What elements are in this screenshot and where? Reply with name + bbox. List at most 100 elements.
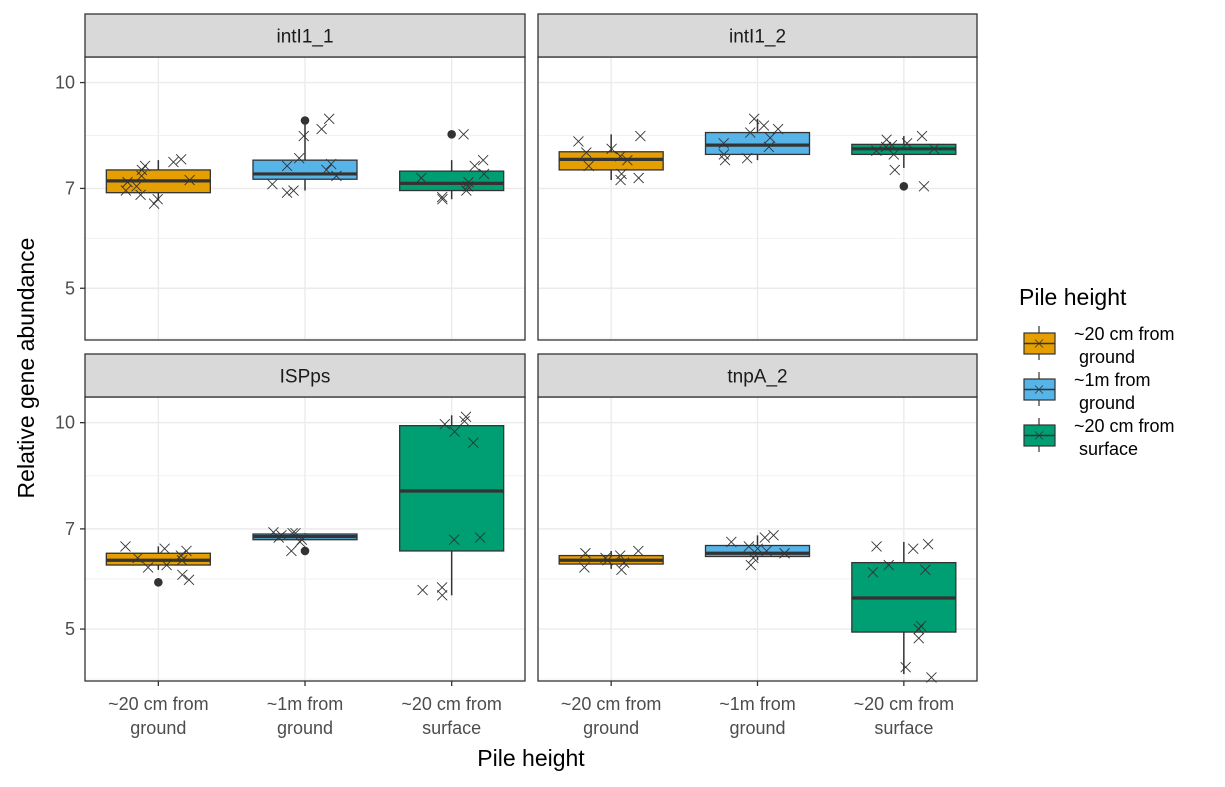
- box-body: [704, 544, 811, 558]
- jitter-point: [131, 180, 142, 192]
- jitter-point-stroke: [184, 174, 195, 186]
- jitter-point-stroke: [286, 545, 297, 557]
- jitter-point: [331, 170, 342, 182]
- outlier-point: [899, 182, 909, 191]
- jitter-point: [139, 160, 151, 172]
- jitter-point-stroke: [448, 534, 460, 546]
- jitter-point: [881, 134, 892, 145]
- jitter-point-stroke: [928, 143, 940, 155]
- jitter-point-stroke: [181, 545, 192, 557]
- x-tick-label-line: ~20 cm from: [561, 694, 662, 714]
- jitter-point: [913, 623, 925, 635]
- jitter-point-stroke: [177, 569, 188, 581]
- jitter-point-stroke: [889, 164, 901, 176]
- y-tick-label: 10: [55, 73, 75, 93]
- jitter-point-stroke: [764, 132, 776, 144]
- jitter-point: [614, 550, 626, 561]
- jitter-point-stroke: [763, 141, 775, 153]
- jitter-point-stroke: [477, 154, 489, 166]
- box-0: [558, 545, 664, 576]
- jitter-point-stroke: [758, 120, 770, 131]
- box-body: [399, 170, 505, 192]
- jitter-point-stroke: [436, 191, 448, 203]
- jitter-point-stroke: [752, 543, 764, 554]
- jitter-point: [436, 191, 448, 203]
- jitter-point-stroke: [449, 426, 460, 438]
- jitter-point-stroke: [907, 543, 919, 554]
- x-tick-label-line: ~20 cm from: [108, 694, 209, 714]
- jitter-point-stroke: [886, 139, 898, 151]
- strip-background: [84, 13, 526, 58]
- jitter-point: [142, 562, 154, 573]
- jitter-point-stroke: [779, 547, 790, 559]
- y-tick-label: 5: [65, 278, 75, 298]
- jitter-point-stroke: [290, 527, 301, 539]
- jitter-point: [759, 532, 771, 543]
- legend-label-line: ~20 cm from: [1074, 324, 1175, 344]
- jitter-point-stroke: [920, 564, 931, 576]
- jitter-point-stroke: [748, 552, 759, 564]
- jitter-point-stroke: [132, 552, 143, 564]
- jitter-point: [579, 562, 590, 573]
- jitter-point-stroke: [616, 564, 627, 576]
- jitter-point: [748, 552, 759, 564]
- y-axis-title: Relative gene abundance: [13, 238, 39, 499]
- jitter-point: [633, 172, 644, 184]
- strip-background: [537, 353, 978, 398]
- jitter-point: [615, 150, 626, 162]
- jitter-point-stroke: [281, 160, 293, 172]
- jitter-point: [321, 164, 332, 176]
- jitter-point: [918, 180, 930, 192]
- x-tick-label-line: surface: [874, 718, 933, 738]
- jitter-point: [743, 541, 755, 552]
- jitter-point-stroke: [467, 437, 479, 448]
- legend: Pile height ~20 cm from ground~1m from g…: [1019, 284, 1175, 459]
- x-axis-title: Pile height: [477, 745, 585, 771]
- jitter-point-stroke: [460, 411, 472, 423]
- jitter-point-stroke: [635, 130, 646, 142]
- jitter-point: [606, 143, 617, 155]
- jitter-point-stroke: [331, 170, 342, 182]
- jitter-point-stroke: [469, 160, 481, 172]
- jitter-point-stroke: [718, 137, 730, 149]
- x-tick-label-line: ground: [130, 718, 186, 738]
- jitter-point-stroke: [474, 532, 486, 543]
- jitter-point-stroke: [633, 172, 644, 184]
- jitter-point-stroke: [135, 189, 146, 201]
- outlier-point: [447, 130, 456, 139]
- jitter-point: [287, 527, 298, 539]
- x-tick-label-line: ground: [583, 718, 639, 738]
- strip-label: intI1_2: [729, 27, 786, 48]
- jitter-point-stroke: [120, 541, 131, 552]
- box-body: [252, 159, 358, 180]
- jitter-point-stroke: [131, 180, 142, 192]
- jitter-point-stroke: [888, 149, 900, 160]
- jitter-point-stroke: [633, 545, 644, 557]
- jitter-point: [768, 530, 779, 541]
- x-tick-label: ~20 cm from surface: [401, 694, 502, 738]
- jitter-point-stroke: [287, 527, 298, 539]
- jitter-point-stroke: [900, 661, 911, 673]
- jitter-point: [915, 620, 927, 632]
- jitter-point-stroke: [159, 543, 170, 554]
- jitter-point: [436, 590, 448, 601]
- jitter-point: [871, 541, 882, 552]
- strip-background: [537, 13, 978, 58]
- jitter-point-stroke: [726, 536, 737, 548]
- jitter-point: [159, 543, 170, 554]
- jitter-point: [779, 547, 790, 559]
- jitter-point-stroke: [614, 550, 626, 561]
- jitter-point: [635, 130, 646, 142]
- jitter-point: [281, 187, 293, 199]
- jitter-point: [437, 193, 448, 205]
- jitter-point-stroke: [267, 178, 278, 190]
- jitter-point-stroke: [768, 530, 779, 541]
- jitter-point: [460, 411, 472, 423]
- box-1: [252, 113, 358, 199]
- jitter-point: [439, 418, 451, 430]
- jitter-point: [469, 160, 481, 172]
- jitter-point-stroke: [152, 193, 164, 205]
- legend-key-1: ~1m from ground: [1023, 370, 1151, 413]
- x-tick-label: ~20 cm from surface: [854, 694, 955, 738]
- jitter-point-stroke: [580, 147, 592, 158]
